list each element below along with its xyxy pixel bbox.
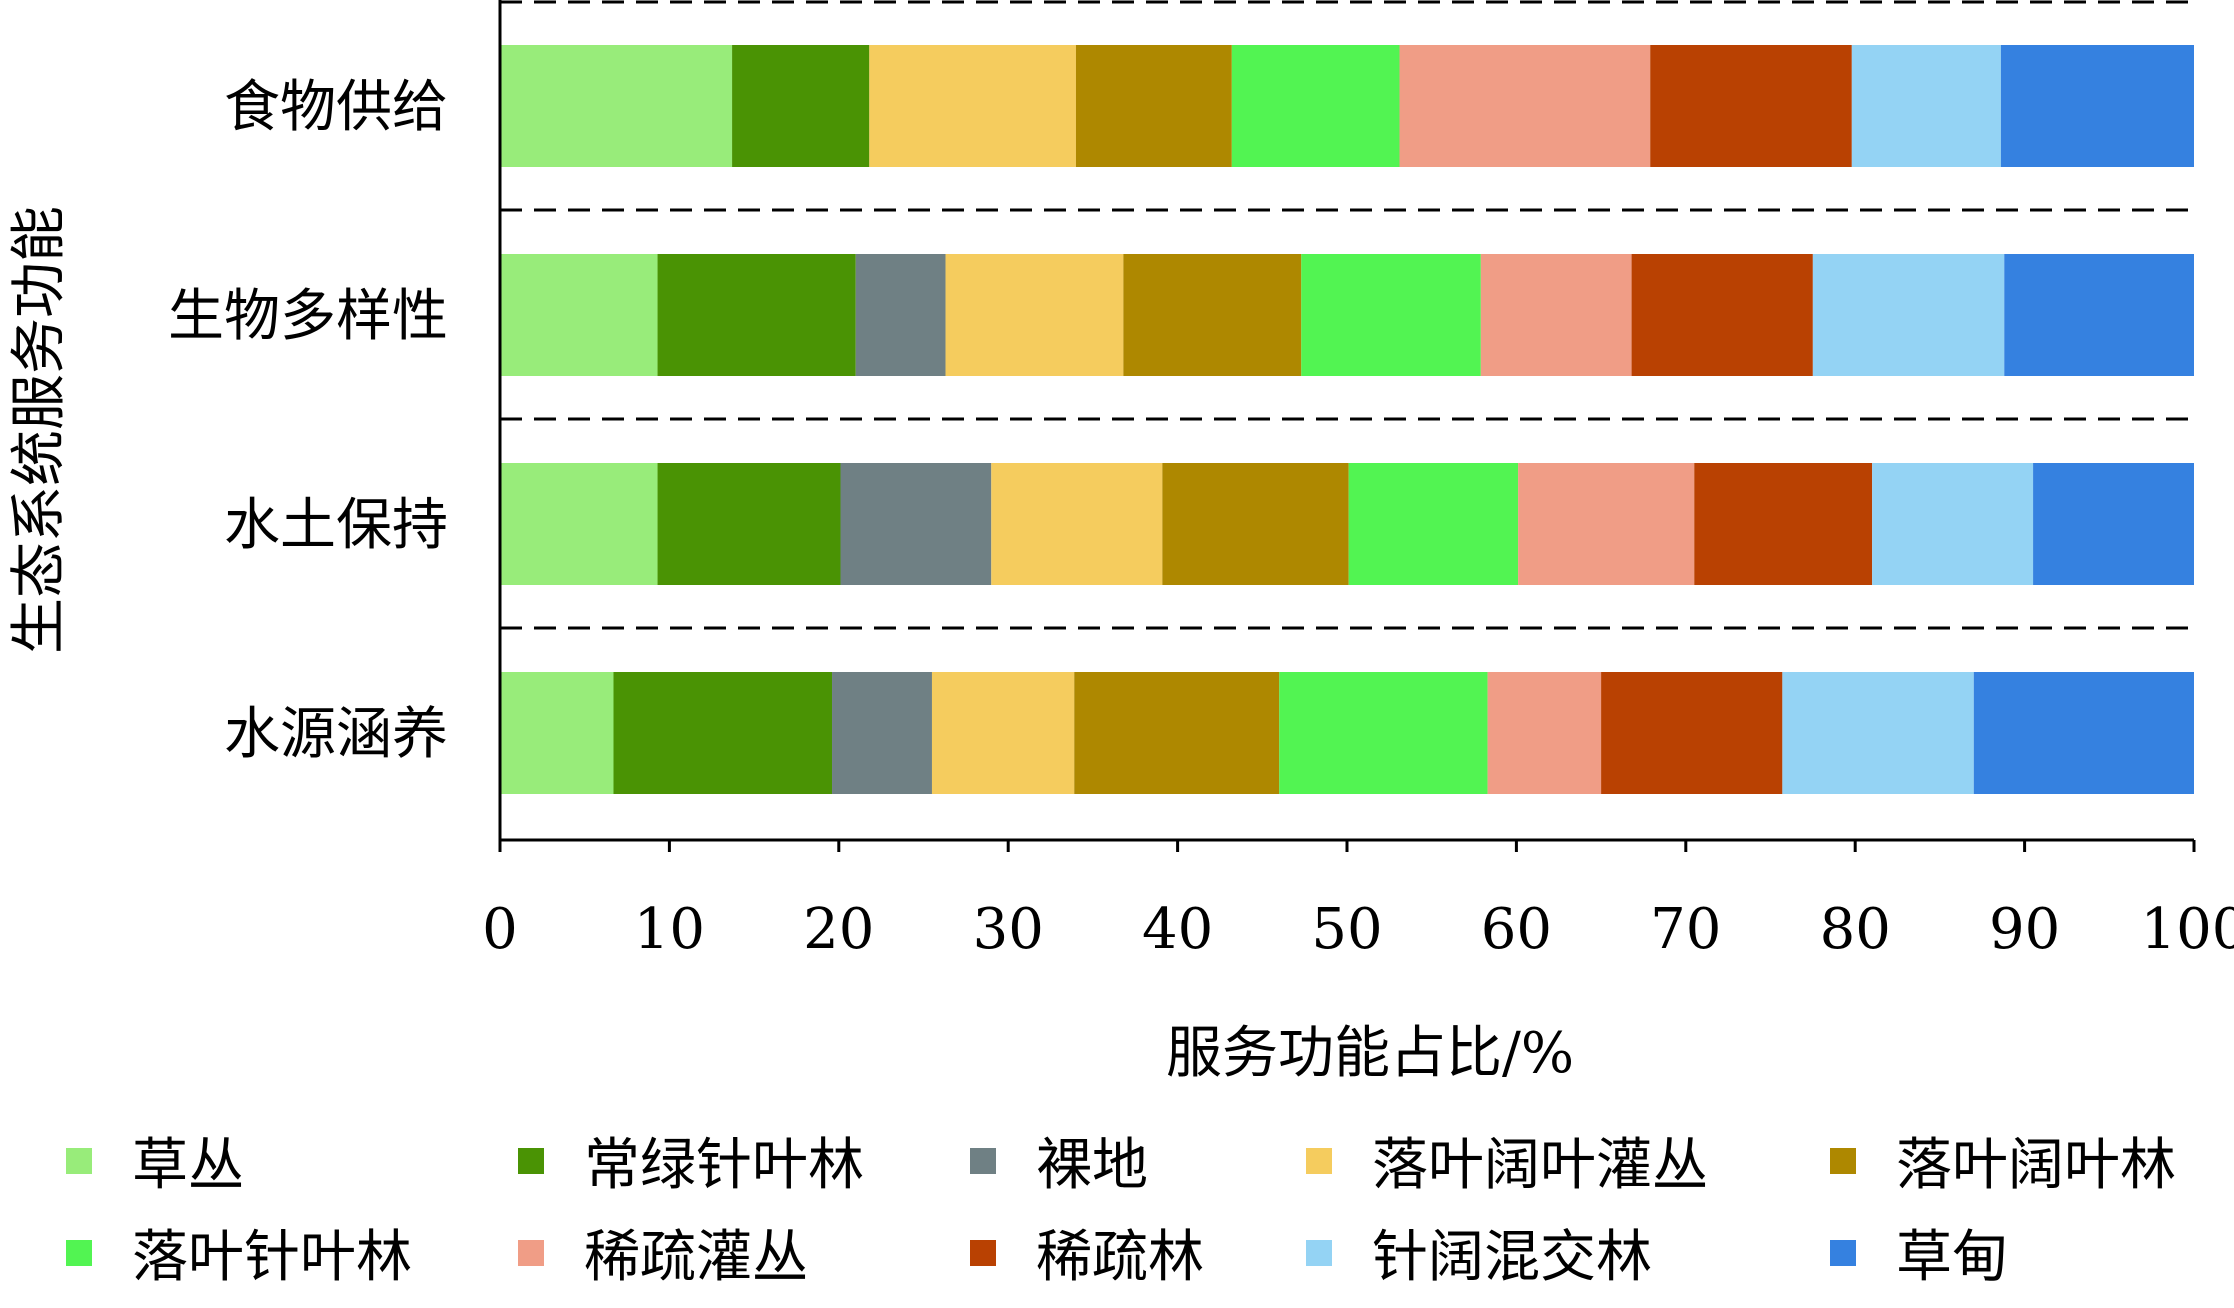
x-tick-label: 100 [2141, 897, 2234, 962]
x-axis-title: 服务功能占比/% [1166, 1021, 1574, 1086]
legend-label: 落叶针叶林 [132, 1225, 412, 1290]
legend-label: 落叶阔叶灌丛 [1372, 1133, 1708, 1198]
x-tick-label: 30 [973, 897, 1044, 962]
x-tick-label: 70 [1650, 897, 1721, 962]
bar-segment [931, 672, 1075, 794]
legend-label: 草丛 [132, 1133, 244, 1198]
bar-segment [1973, 672, 2194, 794]
y-axis-title: 生态系统服务功能 [7, 206, 72, 654]
bar-segment [1518, 463, 1695, 585]
bar-segment [869, 45, 1076, 167]
category-label: 水源涵养 [224, 702, 448, 767]
legend-swatch [1830, 1240, 1856, 1266]
bar-segment [1399, 45, 1651, 167]
bar-segment [855, 254, 946, 376]
bar-segment [1601, 672, 1783, 794]
bar-segment [1074, 672, 1280, 794]
bar-segment [1123, 254, 1302, 376]
bar-segment [2000, 45, 2194, 167]
bar-segment [1279, 672, 1488, 794]
bar-segment [732, 45, 870, 167]
x-tick-label: 20 [803, 897, 874, 962]
legend-label: 裸地 [1036, 1133, 1148, 1198]
legend-swatch [970, 1240, 996, 1266]
legend-label: 落叶阔叶林 [1896, 1133, 2176, 1198]
bar-segment [1694, 463, 1873, 585]
legend-swatch [518, 1240, 544, 1266]
category-label: 食物供给 [224, 75, 448, 140]
bars-group [500, 45, 2194, 794]
x-tick-label: 50 [1311, 897, 1382, 962]
bar-segment [1301, 254, 1481, 376]
category-label: 生物多样性 [168, 284, 448, 349]
bar-segment [1812, 254, 2005, 376]
bar-segment [1348, 463, 1519, 585]
category-label: 水土保持 [224, 493, 448, 558]
bar-segment [832, 672, 932, 794]
bar-segment [657, 463, 841, 585]
bar-segment [1631, 254, 1813, 376]
legend-label: 稀疏灌丛 [584, 1225, 808, 1290]
legend-swatch [66, 1148, 92, 1174]
x-tick-label: 10 [634, 897, 705, 962]
bar-segment [500, 45, 733, 167]
bar-segment [840, 463, 992, 585]
bar-segment [2033, 463, 2194, 585]
bar-segment [1162, 463, 1349, 585]
bar-segment [1487, 672, 1602, 794]
bar-segment [945, 254, 1124, 376]
legend-label: 稀疏林 [1036, 1225, 1204, 1290]
category-separators [500, 0, 2194, 630]
legend-swatch [970, 1148, 996, 1174]
legend-label: 常绿针叶林 [584, 1133, 864, 1198]
bar-segment [1782, 672, 1974, 794]
bar-segment [1231, 45, 1400, 167]
x-tick-label: 40 [1142, 897, 1213, 962]
x-axis-ticks: 0 10 20 30 40 50 60 70 80 90 100 [482, 840, 2234, 962]
bar-segment [991, 463, 1163, 585]
bar-segment [1480, 254, 1632, 376]
legend-swatch [66, 1240, 92, 1266]
x-tick-label: 0 [482, 897, 518, 962]
bar-segment [1851, 45, 2001, 167]
bar-segment [500, 463, 658, 585]
x-tick-label: 60 [1481, 897, 1552, 962]
x-tick-label: 90 [1989, 897, 2060, 962]
bar-segment [500, 672, 614, 794]
x-tick-label: 80 [1820, 897, 1891, 962]
legend-swatch [1306, 1148, 1332, 1174]
bar-segment [2004, 254, 2194, 376]
bar-segment [657, 254, 856, 376]
bar-segment [500, 254, 658, 376]
legend-swatch [518, 1148, 544, 1174]
legend-swatch [1306, 1240, 1332, 1266]
legend-label: 草甸 [1896, 1225, 2008, 1290]
legend-label: 针阔混交林 [1372, 1225, 1652, 1290]
legend-swatch [1830, 1148, 1856, 1174]
bar-segment [613, 672, 833, 794]
bar-segment [1075, 45, 1232, 167]
bar-segment [1650, 45, 1852, 167]
bar-segment [1872, 463, 2034, 585]
